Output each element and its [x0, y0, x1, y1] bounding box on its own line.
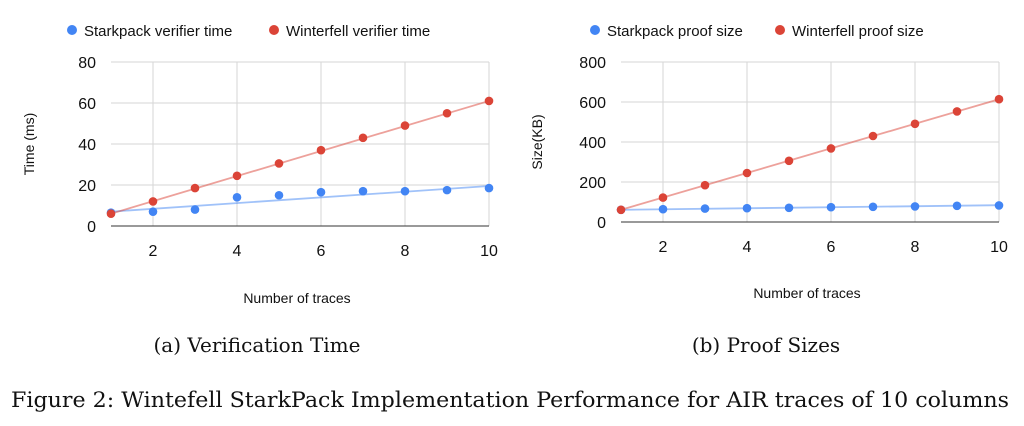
- data-point: [994, 201, 1004, 210]
- data-point: [190, 183, 200, 193]
- data-point: [190, 205, 200, 214]
- x-axis-title: Number of traces: [243, 290, 350, 306]
- data-point: [442, 185, 452, 195]
- data-point: [910, 119, 920, 129]
- data-point: [148, 207, 158, 216]
- x-tick-label: 10: [480, 243, 498, 260]
- data-point: [616, 205, 626, 215]
- legend-marker: [269, 25, 279, 35]
- data-point: [232, 171, 242, 181]
- data-point: [106, 209, 116, 218]
- legend-marker: [775, 25, 785, 35]
- y-tick-label: 0: [87, 219, 96, 236]
- trendline: [110, 185, 490, 213]
- trendline: [620, 98, 1000, 211]
- data-point: [232, 193, 242, 202]
- data-point: [868, 202, 878, 212]
- legend-label: Winterfell verifier time: [286, 23, 430, 40]
- y-axis-title: Size(KB): [529, 114, 545, 169]
- x-tick-label: 8: [911, 239, 920, 256]
- data-point: [358, 133, 368, 143]
- data-point: [952, 107, 962, 116]
- sub-caption-b: (b) Proof Sizes: [692, 333, 840, 357]
- data-point: [400, 186, 410, 196]
- x-tick-label: 4: [233, 243, 242, 260]
- data-point: [742, 203, 752, 213]
- x-tick-label: 6: [317, 243, 326, 260]
- data-point: [274, 190, 284, 200]
- data-point: [358, 186, 368, 196]
- y-tick-label: 400: [579, 135, 606, 152]
- y-tick-label: 200: [579, 175, 606, 192]
- data-point: [400, 121, 410, 130]
- figure-caption: Figure 2: Wintefell StarkPack Implementa…: [11, 388, 1009, 412]
- chart-proof-sizes: 0 200 400 600 800 2 4 6 8 10 Size(KB) Number of tra…: [529, 23, 1008, 301]
- y-tick-label: 800: [579, 55, 606, 72]
- data-point: [442, 108, 452, 118]
- y-axis-title: Time (ms): [21, 113, 37, 175]
- data-point: [316, 187, 326, 197]
- data-point: [952, 201, 962, 211]
- y-tick-label: 40: [78, 137, 96, 154]
- x-tick-label: 4: [743, 239, 752, 256]
- y-tick-label: 20: [78, 178, 96, 195]
- x-tick-label: 8: [401, 243, 410, 260]
- data-point: [868, 131, 878, 141]
- y-tick-label: 60: [78, 96, 96, 113]
- data-point: [910, 202, 920, 211]
- data-point: [826, 202, 836, 212]
- x-tick-label: 2: [149, 243, 158, 260]
- data-point: [274, 159, 284, 168]
- data-point: [316, 145, 326, 155]
- x-axis-title: Number of traces: [753, 285, 860, 301]
- data-point: [994, 94, 1004, 104]
- legend-label: Winterfell proof size: [792, 23, 924, 40]
- data-point: [742, 168, 752, 178]
- data-point: [700, 204, 710, 213]
- data-point: [484, 183, 494, 193]
- trendline: [620, 204, 1000, 211]
- sub-caption-a: (a) Verification Time: [153, 333, 360, 357]
- y-tick-label: 0: [597, 215, 606, 232]
- data-point: [148, 197, 158, 206]
- x-tick-label: 10: [990, 239, 1008, 256]
- x-tick-label: 2: [659, 239, 668, 256]
- legend-label: Starkpack proof size: [607, 23, 743, 40]
- data-point: [658, 204, 668, 214]
- data-point: [484, 96, 494, 106]
- legend-label: Starkpack verifier time: [84, 23, 232, 40]
- chart-verification-time: 0 20 40 60 80 2 4 6 8 10 Time (ms) Number of traces…: [21, 23, 498, 306]
- y-tick-label: 80: [78, 55, 96, 72]
- data-point: [784, 203, 794, 213]
- y-tick-label: 600: [579, 95, 606, 112]
- legend-marker: [590, 25, 600, 35]
- trendline: [110, 100, 490, 215]
- data-point: [826, 144, 836, 153]
- legend-marker: [67, 25, 77, 35]
- x-tick-label: 6: [827, 239, 836, 256]
- data-point: [658, 193, 668, 202]
- data-point: [784, 156, 794, 166]
- data-point: [700, 180, 710, 190]
